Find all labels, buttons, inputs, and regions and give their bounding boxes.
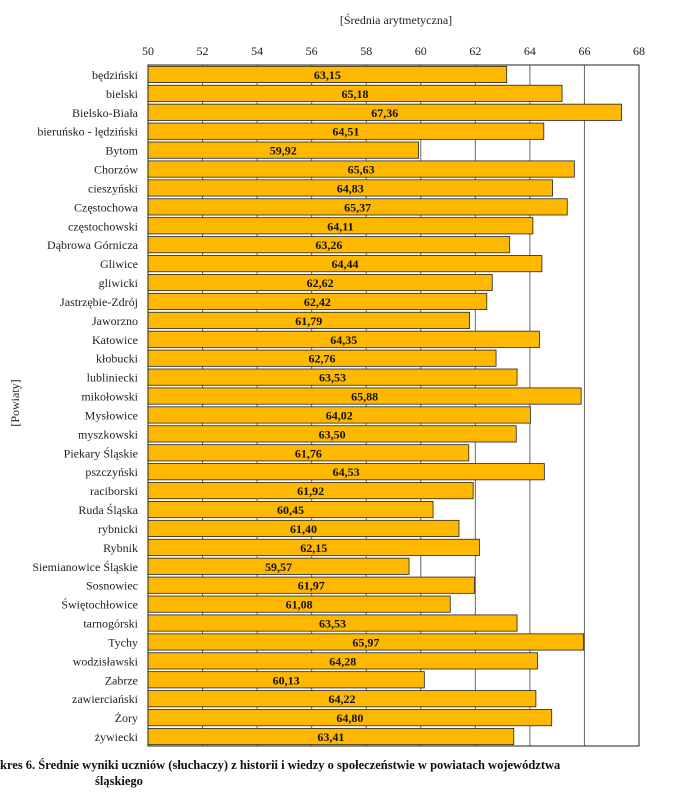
bar-value-label: 62,76 bbox=[309, 352, 336, 366]
x-tick-label: 68 bbox=[633, 44, 645, 58]
category-label: raciborski bbox=[90, 484, 139, 498]
category-label: wodzisławski bbox=[73, 654, 139, 668]
caption-line-2: śląskiego bbox=[95, 774, 143, 788]
bar-value-label: 61,97 bbox=[298, 579, 325, 593]
bar-value-label: 61,08 bbox=[286, 598, 313, 612]
category-label: Tychy bbox=[108, 635, 138, 649]
bar-value-label: 64,83 bbox=[337, 181, 364, 195]
bar-value-label: 64,02 bbox=[326, 408, 353, 422]
bar-value-label: 64,51 bbox=[332, 125, 359, 139]
category-label: bielski bbox=[106, 87, 139, 101]
category-label: Rybnik bbox=[103, 541, 138, 555]
bar-value-label: 64,80 bbox=[336, 711, 363, 725]
bar-value-label: 65,37 bbox=[344, 200, 371, 214]
category-label: lubliniecki bbox=[87, 371, 139, 385]
category-label: gliwicki bbox=[99, 276, 139, 290]
category-label: tarnogórski bbox=[83, 617, 138, 631]
category-label: myszkowski bbox=[78, 427, 139, 441]
x-tick-label: 54 bbox=[251, 44, 263, 58]
category-label: Bielsko-Biała bbox=[72, 106, 139, 120]
x-tick-label: 64 bbox=[524, 44, 536, 58]
x-axis-title: [Średnia arytmetyczna] bbox=[340, 13, 452, 27]
bar-value-label: 62,42 bbox=[304, 295, 331, 309]
bar-value-label: 64,22 bbox=[328, 692, 355, 706]
bar-value-label: 67,36 bbox=[371, 106, 398, 120]
category-label: Dąbrowa Górnicza bbox=[47, 238, 139, 252]
bar-value-label: 60,13 bbox=[273, 673, 300, 687]
bar-value-label: 61,79 bbox=[295, 314, 322, 328]
category-label: Bytom bbox=[105, 144, 138, 158]
category-label: Katowice bbox=[92, 333, 138, 347]
category-label: kłobucki bbox=[96, 352, 139, 366]
bar-value-label: 60,45 bbox=[277, 503, 304, 517]
bar-value-label: 64,53 bbox=[333, 465, 360, 479]
category-label: Ruda Śląska bbox=[78, 503, 138, 517]
x-tick-label: 58 bbox=[360, 44, 372, 58]
category-label: Piekary Śląskie bbox=[64, 446, 138, 460]
y-axis-title: [Powiaty] bbox=[8, 379, 22, 426]
category-label: Sosnowiec bbox=[86, 579, 138, 593]
x-tick-label: 50 bbox=[142, 44, 154, 58]
category-label: Jaworzno bbox=[92, 314, 138, 328]
bar-value-label: 63,26 bbox=[315, 238, 342, 252]
bar-value-label: 65,88 bbox=[351, 390, 378, 404]
category-label: żywiecki bbox=[95, 730, 139, 744]
bar-value-label: 63,53 bbox=[319, 371, 346, 385]
x-tick-label: 66 bbox=[578, 44, 590, 58]
category-label: Zabrze bbox=[105, 673, 138, 687]
bar-value-label: 59,92 bbox=[270, 144, 297, 158]
category-label: Chorzów bbox=[94, 163, 138, 177]
bar-value-label: 64,11 bbox=[327, 219, 353, 233]
bar-value-label: 63,15 bbox=[314, 68, 341, 82]
category-label: cieszyński bbox=[88, 181, 139, 195]
bar-value-label: 61,92 bbox=[297, 484, 324, 498]
bar-value-label: 59,57 bbox=[265, 560, 292, 574]
x-tick-label: 60 bbox=[415, 44, 427, 58]
bar-value-label: 62,15 bbox=[300, 541, 327, 555]
category-label: Jastrzębie-Zdrój bbox=[60, 295, 138, 309]
category-label: Gliwice bbox=[100, 257, 138, 271]
bar-value-label: 63,50 bbox=[319, 427, 346, 441]
plot-frame bbox=[147, 64, 640, 747]
x-tick-label: 56 bbox=[306, 44, 318, 58]
category-label: mikołowski bbox=[81, 390, 138, 404]
figure-caption: kres 6. Średnie wyniki uczniów (słuchacz… bbox=[0, 757, 680, 789]
category-label: Częstochowa bbox=[74, 200, 139, 214]
category-label: Siemianowice Śląskie bbox=[32, 560, 138, 574]
category-label: pszczyński bbox=[85, 465, 138, 479]
x-tick-label: 62 bbox=[469, 44, 481, 58]
category-label: rybnicki bbox=[98, 522, 139, 536]
category-label: zawierciański bbox=[72, 692, 139, 706]
bar-value-label: 65,63 bbox=[348, 163, 375, 177]
category-label: Żory bbox=[115, 711, 138, 725]
bar-value-label: 64,28 bbox=[329, 654, 356, 668]
bar-value-label: 61,40 bbox=[290, 522, 317, 536]
bar-value-label: 62,62 bbox=[307, 276, 334, 290]
caption-line-1: kres 6. Średnie wyniki uczniów (słuchacz… bbox=[0, 758, 561, 772]
category-label: Świętochłowice bbox=[61, 598, 138, 612]
category-label: będziński bbox=[92, 68, 139, 82]
bar-value-label: 61,76 bbox=[295, 446, 322, 460]
bar-chart: [Średnia arytmetyczna] [Powiaty] 50 52 54 5… bbox=[8, 13, 645, 747]
category-label: bieruńsko - lędziński bbox=[37, 125, 138, 139]
bar-value-label: 63,41 bbox=[317, 730, 344, 744]
bar-value-label: 65,97 bbox=[352, 635, 379, 649]
bar-value-label: 63,53 bbox=[319, 617, 346, 631]
x-tick-label: 52 bbox=[197, 44, 209, 58]
bar-value-label: 64,44 bbox=[331, 257, 358, 271]
category-label: częstochowski bbox=[68, 219, 139, 233]
bar-value-label: 64,35 bbox=[330, 333, 357, 347]
bar-value-label: 65,18 bbox=[342, 87, 369, 101]
category-label: Mysłowice bbox=[85, 408, 138, 422]
